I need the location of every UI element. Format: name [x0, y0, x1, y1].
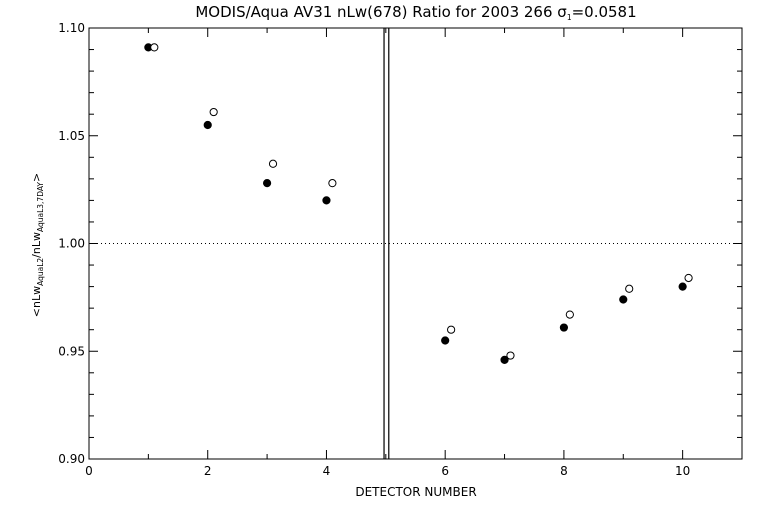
x-tick-label: 10 — [675, 464, 690, 478]
open-point — [209, 107, 218, 117]
y-tick-label: 1.00 — [58, 237, 85, 251]
filled-point — [441, 336, 450, 345]
filled-point — [559, 323, 569, 332]
x-tick-label: 2 — [204, 464, 212, 478]
filled-point — [322, 196, 331, 205]
y-tick-label: 1.10 — [58, 21, 85, 35]
x-tick-label: 0 — [85, 464, 93, 478]
y-tick-label: 0.95 — [58, 344, 85, 358]
reference-lines — [89, 28, 742, 459]
open-point — [150, 43, 159, 52]
x-axis-label: DETECTOR NUMBER — [355, 485, 476, 499]
chart-title: MODIS/Aqua AV31 nLw(678) Ratio for 2003 … — [195, 3, 636, 22]
open-point — [447, 325, 456, 334]
filled-point — [262, 179, 272, 188]
filled-point — [500, 355, 509, 364]
y-tick-label: 0.90 — [58, 452, 85, 466]
data-points — [144, 43, 693, 364]
axes: 0 2 4 6 8 10 0.90 0.95 1.00 1.05 1.10 — [58, 21, 743, 478]
x-tick-label: 4 — [323, 464, 331, 478]
y-axis-label: <nLwAquaL2/nLwAquaL3,7DAY> — [30, 173, 45, 317]
open-point — [506, 351, 515, 360]
open-point — [565, 310, 574, 319]
filled-point — [619, 295, 628, 304]
filled-point — [203, 120, 212, 130]
x-tick-label: 8 — [560, 464, 568, 478]
y-tick-label: 1.05 — [58, 129, 85, 143]
open-point — [328, 179, 337, 188]
open-point — [268, 159, 278, 168]
plot-frame — [88, 27, 743, 460]
x-tick-label: 6 — [441, 464, 449, 478]
filled-point — [678, 282, 687, 291]
open-point — [625, 284, 634, 293]
open-point — [684, 273, 693, 283]
